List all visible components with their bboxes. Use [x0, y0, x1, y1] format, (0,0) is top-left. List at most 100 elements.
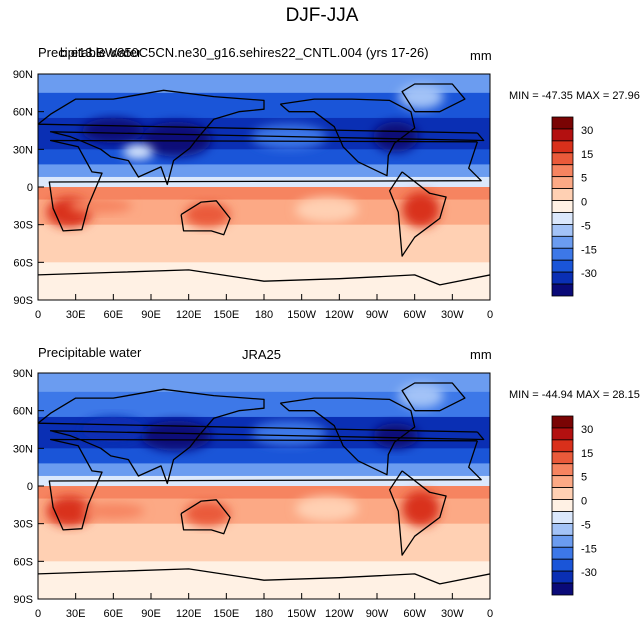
chart-svg: 0 30E 60E 90E 120E 150E 180 150W 120W 90W 60W 30W 09… [13, 368, 597, 620]
colorbar-label: 5 [581, 173, 587, 185]
y-tick-label: 0 [27, 481, 33, 493]
colorbar-swatch [551, 499, 574, 512]
x-tick-label: 150W [287, 309, 316, 321]
colorbar-label: -30 [581, 567, 597, 579]
heatmap-anomaly [373, 121, 419, 152]
colorbar-swatch [551, 259, 574, 273]
y-tick-label: 90S [13, 594, 33, 606]
y-tick-label: 60S [13, 556, 33, 568]
colorbar-swatch [551, 475, 574, 489]
colorbar-label: 30 [581, 424, 593, 436]
colorbar-swatch [551, 164, 574, 178]
x-tick-label: 120E [176, 309, 202, 321]
coastline [279, 397, 416, 476]
chart-title: Precipitable water [38, 45, 142, 60]
colorbar-swatch [551, 212, 574, 225]
x-tick-label: 60W [403, 309, 426, 321]
chart-subtitle: b.e13.BW850C5CN.ne30_g16.sehires22_CNTL.… [60, 45, 429, 60]
x-tick-label: 60W [403, 608, 426, 620]
coastline [38, 568, 490, 585]
coastline [48, 139, 482, 232]
colorbar-label: 5 [581, 472, 587, 484]
x-tick-label: 30W [441, 608, 464, 620]
x-tick-label: 150E [213, 608, 239, 620]
heatmap-band [38, 74, 490, 94]
x-tick-label: 0 [487, 309, 493, 321]
colorbar-label: 15 [581, 448, 593, 460]
heatmap-band [38, 176, 490, 188]
y-tick-label: 60N [13, 406, 33, 418]
y-tick-label: 30N [13, 144, 33, 156]
heatmap-anomaly [295, 496, 359, 522]
x-tick-label: 30E [66, 309, 86, 321]
heatmap-band [38, 486, 490, 500]
x-tick-label: 180 [255, 608, 273, 620]
heatmap-field [38, 74, 490, 300]
colorbar-swatch [551, 558, 574, 572]
y-tick-label: 30S [13, 220, 33, 232]
heatmap-anomaly [402, 491, 440, 527]
heatmap-band [38, 243, 490, 263]
colorbar-swatch [551, 116, 574, 130]
colorbar-swatch [551, 415, 574, 429]
heatmap-anomaly [81, 117, 145, 144]
colorbar-swatch [551, 188, 574, 201]
heatmap-anomaly [184, 202, 231, 228]
heatmap-anomaly [140, 420, 212, 451]
y-tick-label: 0 [27, 182, 33, 194]
heatmap-anomaly [295, 197, 359, 223]
x-tick-label: 150E [213, 309, 239, 321]
coastline [38, 89, 485, 186]
colorbar-swatch [551, 582, 574, 596]
units-label: mm [470, 347, 492, 362]
heatmap-band [38, 523, 490, 543]
x-tick-label: 120E [176, 608, 202, 620]
heatmap-band [38, 224, 490, 244]
colorbar-label: -5 [581, 519, 591, 531]
heatmap-band [38, 463, 490, 477]
colorbar-swatch [551, 463, 574, 477]
colorbar-swatch [551, 247, 574, 261]
colorbar-label: 0 [581, 197, 587, 209]
colorbar-swatch [551, 546, 574, 560]
coastline [180, 200, 231, 236]
heatmap-band [38, 187, 490, 201]
heatmap-anomaly [81, 416, 145, 443]
colorbar-swatch [551, 427, 574, 441]
colorbar-swatch [551, 200, 574, 213]
heatmap-anomaly [81, 503, 145, 519]
x-tick-label: 0 [487, 608, 493, 620]
x-tick-label: 90W [366, 608, 389, 620]
colorbar-label: -15 [581, 543, 597, 555]
colorbar-swatch [551, 451, 574, 465]
coastline [279, 98, 416, 177]
x-tick-label: 30W [441, 309, 464, 321]
y-tick-label: 60N [13, 107, 33, 119]
heatmap-anomaly [373, 423, 419, 449]
coastline [48, 438, 482, 531]
x-tick-label: 90W [366, 309, 389, 321]
coastline [401, 83, 466, 113]
heatmap-anomaly [184, 501, 231, 527]
colorbar-swatch [551, 534, 574, 548]
heatmap-anomaly [69, 198, 133, 214]
y-tick-label: 60S [13, 257, 33, 269]
colorbar-swatch [551, 152, 574, 166]
chart-panel-top: Precipitable water b.e13.BW850C5CN.ne30_… [0, 45, 644, 335]
x-tick-label: 30E [66, 608, 86, 620]
heatmap-field [38, 373, 490, 599]
x-tick-label: 120W [325, 608, 354, 620]
y-tick-label: 30N [13, 443, 33, 455]
chart-title: Precipitable water [38, 345, 142, 360]
y-tick-label: 90N [13, 69, 33, 81]
colorbar-label: 30 [581, 125, 593, 137]
colorbar-swatch [551, 176, 574, 190]
colorbar-swatch [551, 235, 574, 249]
x-tick-label: 60E [104, 608, 124, 620]
colorbar-label: 0 [581, 496, 587, 508]
colorbar-label: -5 [581, 220, 591, 232]
colorbar-swatch [551, 570, 574, 584]
y-tick-label: 30S [13, 519, 33, 531]
coastline [38, 269, 490, 286]
heatmap-band [38, 542, 490, 562]
